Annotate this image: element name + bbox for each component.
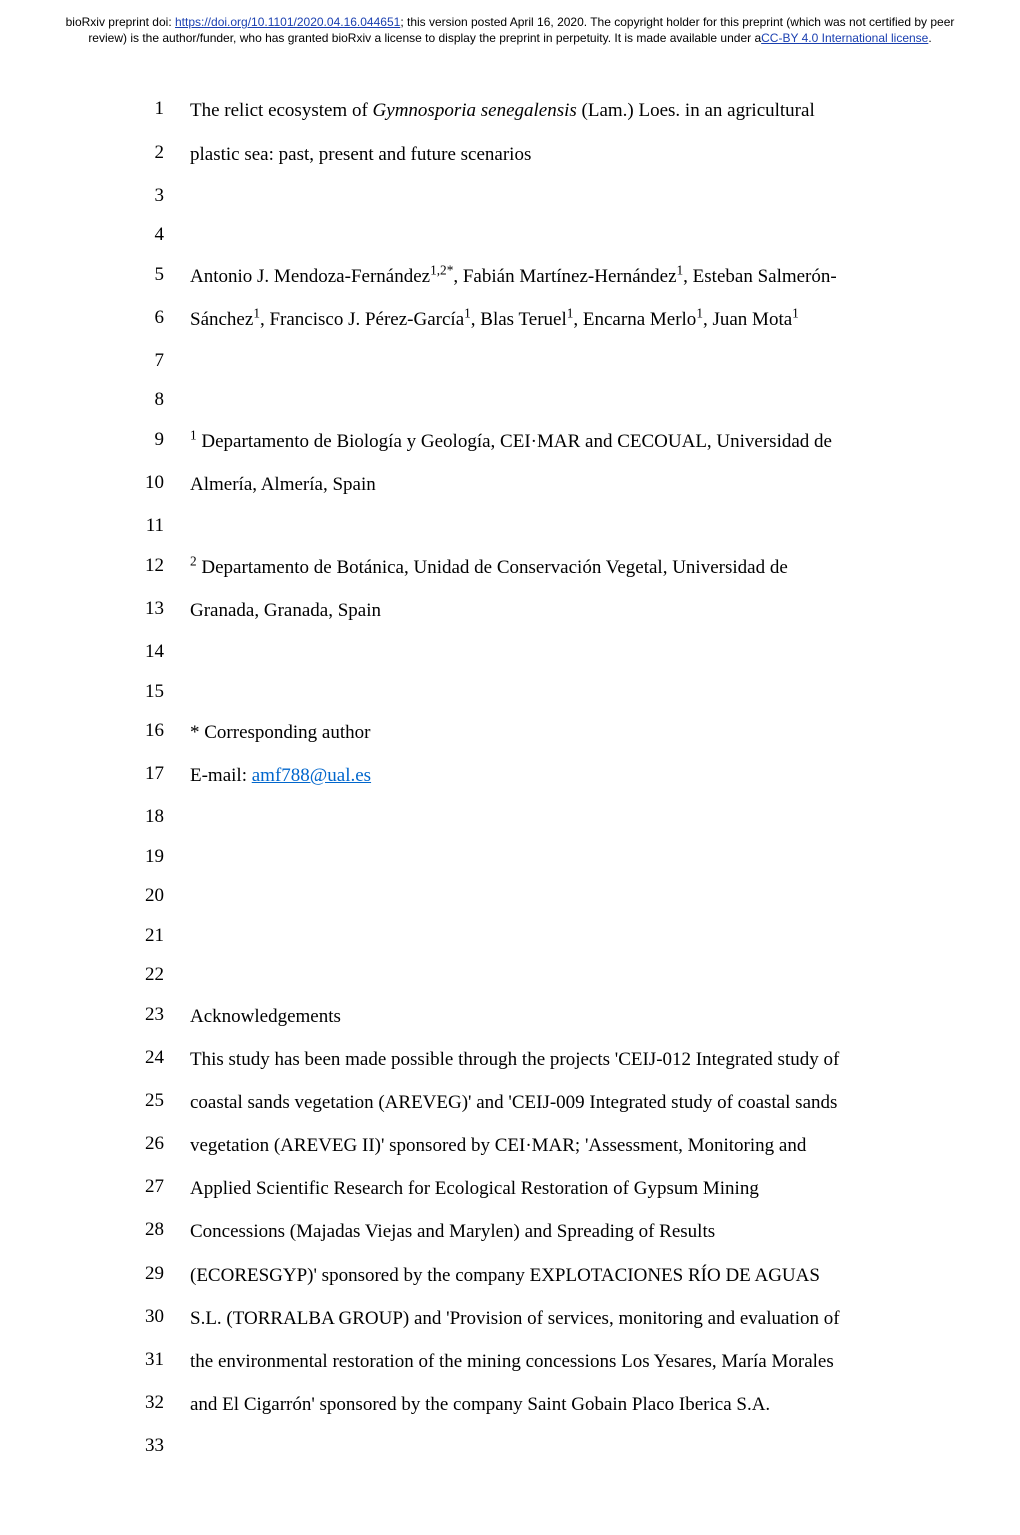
line-text: (ECORESGYP)' sponsored by the company EX… bbox=[190, 1263, 900, 1289]
manuscript-line: 122 Departamento de Botánica, Unidad de … bbox=[120, 555, 900, 581]
manuscript-line: 27Applied Scientific Research for Ecolog… bbox=[120, 1176, 900, 1202]
line-text: Antonio J. Mendoza-Fernández1,2*, Fabián… bbox=[190, 264, 900, 290]
manuscript-page: 1The relict ecosystem of Gymnosporia sen… bbox=[0, 48, 1020, 1534]
manuscript-line: 16* Corresponding author bbox=[120, 720, 900, 746]
corresponding-email-link[interactable]: amf788@ual.es bbox=[252, 765, 371, 786]
line-number: 18 bbox=[120, 806, 190, 828]
line-text: S.L. (TORRALBA GROUP) and 'Provision of … bbox=[190, 1306, 900, 1332]
line-text: E-mail: amf788@ual.es bbox=[190, 763, 900, 789]
line-text: This study has been made possible throug… bbox=[190, 1047, 900, 1073]
header-period: . bbox=[928, 31, 931, 45]
manuscript-line: 17E-mail: amf788@ual.es bbox=[120, 763, 900, 789]
line-number: 16 bbox=[120, 720, 190, 742]
line-number: 17 bbox=[120, 763, 190, 785]
line-number: 25 bbox=[120, 1090, 190, 1112]
line-text: The relict ecosystem of Gymnosporia sene… bbox=[190, 98, 900, 124]
manuscript-line: 4 bbox=[120, 224, 900, 246]
doi-link[interactable]: https://doi.org/10.1101/2020.04.16.04465… bbox=[175, 15, 400, 29]
line-text: vegetation (AREVEG II)' sponsored by CEI… bbox=[190, 1133, 900, 1159]
manuscript-line: 23Acknowledgements bbox=[120, 1004, 900, 1030]
manuscript-line: 5Antonio J. Mendoza-Fernández1,2*, Fabiá… bbox=[120, 264, 900, 290]
line-number: 28 bbox=[120, 1219, 190, 1241]
preprint-header: bioRxiv preprint doi: https://doi.org/10… bbox=[0, 0, 1020, 48]
manuscript-line: 13Granada, Granada, Spain bbox=[120, 598, 900, 624]
line-number: 12 bbox=[120, 555, 190, 577]
manuscript-line: 91 Departamento de Biología y Geología, … bbox=[120, 429, 900, 455]
line-number: 14 bbox=[120, 641, 190, 663]
manuscript-line: 32and El Cigarrón' sponsored by the comp… bbox=[120, 1392, 900, 1418]
manuscript-line: 18 bbox=[120, 806, 900, 828]
header-text-pre: bioRxiv preprint doi: bbox=[66, 15, 175, 29]
line-number: 20 bbox=[120, 885, 190, 907]
line-text: 2 Departamento de Botánica, Unidad de Co… bbox=[190, 555, 900, 581]
manuscript-line: 6Sánchez1, Francisco J. Pérez-García1, B… bbox=[120, 307, 900, 333]
line-number: 23 bbox=[120, 1004, 190, 1026]
line-number: 33 bbox=[120, 1435, 190, 1457]
line-number: 5 bbox=[120, 264, 190, 286]
line-text: Concessions (Majadas Viejas and Marylen)… bbox=[190, 1219, 900, 1245]
manuscript-line: 25coastal sands vegetation (AREVEG)' and… bbox=[120, 1090, 900, 1116]
manuscript-line: 10Almería, Almería, Spain bbox=[120, 472, 900, 498]
manuscript-line: 20 bbox=[120, 885, 900, 907]
manuscript-line: 21 bbox=[120, 925, 900, 947]
line-text: Sánchez1, Francisco J. Pérez-García1, Bl… bbox=[190, 307, 900, 333]
line-number: 15 bbox=[120, 681, 190, 703]
line-text: Almería, Almería, Spain bbox=[190, 472, 900, 498]
line-text: the environmental restoration of the min… bbox=[190, 1349, 900, 1375]
manuscript-line: 31the environmental restoration of the m… bbox=[120, 1349, 900, 1375]
line-number: 30 bbox=[120, 1306, 190, 1328]
line-number: 2 bbox=[120, 142, 190, 164]
manuscript-line: 28Concessions (Majadas Viejas and Maryle… bbox=[120, 1219, 900, 1245]
line-number: 6 bbox=[120, 307, 190, 329]
line-text: Applied Scientific Research for Ecologic… bbox=[190, 1176, 900, 1202]
manuscript-line: 3 bbox=[120, 185, 900, 207]
line-number: 32 bbox=[120, 1392, 190, 1414]
manuscript-line: 8 bbox=[120, 389, 900, 411]
manuscript-line: 33 bbox=[120, 1435, 900, 1457]
line-text: Acknowledgements bbox=[190, 1004, 900, 1030]
line-number: 10 bbox=[120, 472, 190, 494]
line-number: 22 bbox=[120, 964, 190, 986]
manuscript-line: 29(ECORESGYP)' sponsored by the company … bbox=[120, 1263, 900, 1289]
line-text: plastic sea: past, present and future sc… bbox=[190, 142, 900, 168]
line-number: 13 bbox=[120, 598, 190, 620]
manuscript-line: 30S.L. (TORRALBA GROUP) and 'Provision o… bbox=[120, 1306, 900, 1332]
line-text: 1 Departamento de Biología y Geología, C… bbox=[190, 429, 900, 455]
line-number: 11 bbox=[120, 515, 190, 537]
line-number: 19 bbox=[120, 846, 190, 868]
cc-license-link[interactable]: CC-BY 4.0 International license bbox=[761, 31, 928, 45]
line-number: 26 bbox=[120, 1133, 190, 1155]
manuscript-line: 1The relict ecosystem of Gymnosporia sen… bbox=[120, 98, 900, 124]
line-number: 9 bbox=[120, 429, 190, 451]
line-number: 3 bbox=[120, 185, 190, 207]
line-number: 24 bbox=[120, 1047, 190, 1069]
line-number: 1 bbox=[120, 98, 190, 120]
manuscript-line: 22 bbox=[120, 964, 900, 986]
line-text: Granada, Granada, Spain bbox=[190, 598, 900, 624]
manuscript-line: 15 bbox=[120, 681, 900, 703]
line-number: 7 bbox=[120, 350, 190, 372]
line-number: 21 bbox=[120, 925, 190, 947]
line-text: and El Cigarrón' sponsored by the compan… bbox=[190, 1392, 900, 1418]
manuscript-line: 14 bbox=[120, 641, 900, 663]
line-number: 29 bbox=[120, 1263, 190, 1285]
manuscript-line: 11 bbox=[120, 515, 900, 537]
line-text: coastal sands vegetation (AREVEG)' and '… bbox=[190, 1090, 900, 1116]
line-text: * Corresponding author bbox=[190, 720, 900, 746]
line-number: 8 bbox=[120, 389, 190, 411]
manuscript-line: 19 bbox=[120, 846, 900, 868]
manuscript-line: 26vegetation (AREVEG II)' sponsored by C… bbox=[120, 1133, 900, 1159]
manuscript-line: 2plastic sea: past, present and future s… bbox=[120, 142, 900, 168]
manuscript-line: 24This study has been made possible thro… bbox=[120, 1047, 900, 1073]
line-number: 31 bbox=[120, 1349, 190, 1371]
manuscript-line: 7 bbox=[120, 350, 900, 372]
line-number: 27 bbox=[120, 1176, 190, 1198]
line-number: 4 bbox=[120, 224, 190, 246]
